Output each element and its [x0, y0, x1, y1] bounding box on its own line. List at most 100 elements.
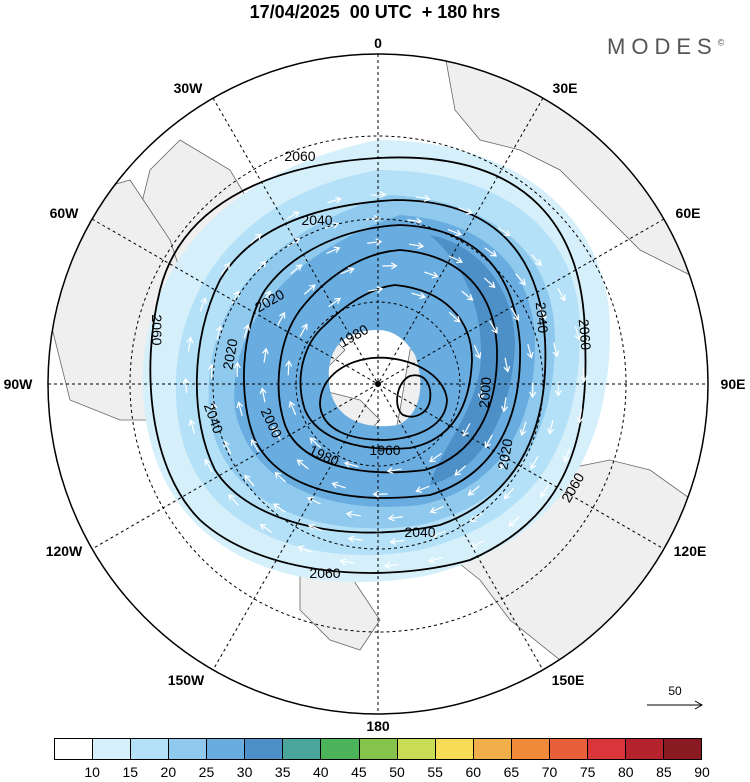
wind-arrow: [470, 513, 483, 523]
lon-label-150w: 150W: [168, 672, 205, 688]
wind-arrow-head: [503, 365, 511, 373]
wind-arrow-head: [580, 375, 588, 383]
wind-arrow-head: [466, 294, 474, 301]
wind-arrow: [503, 397, 507, 412]
wind-arrow: [327, 198, 341, 204]
wind-arrow: [447, 228, 462, 236]
wind-arrow: [272, 426, 281, 440]
colorbar-cell: [93, 738, 132, 760]
wind-arrow: [515, 273, 526, 285]
wind-arrow: [530, 455, 539, 469]
wind-arrow: [416, 485, 430, 492]
wind-arrow-head: [243, 323, 251, 331]
wind-arrow: [263, 348, 267, 363]
colorbar-tick-label: 55: [427, 764, 443, 780]
wind-arrow-head: [530, 462, 537, 470]
wind-arrow: [299, 324, 308, 337]
wind-arrow-head: [484, 441, 491, 449]
wind-arrow: [504, 487, 515, 499]
lon-label-0: 0: [374, 35, 382, 51]
contour-2040: [195, 199, 547, 534]
wind-arrow-head: [293, 237, 301, 245]
wind-arrow: [237, 402, 243, 417]
wind-arrow: [553, 342, 558, 357]
wind-arrow: [508, 516, 520, 527]
wind-arrow: [297, 459, 309, 470]
wind-arrow-head: [306, 496, 314, 504]
wind-arrow-head: [259, 260, 267, 268]
wind-arrow-head: [272, 426, 279, 433]
colorbar-tick-label: 30: [236, 764, 253, 780]
wind-arrow: [185, 378, 188, 393]
wind-arrow: [429, 452, 442, 463]
brand-mark: ©: [717, 37, 725, 48]
wind-arrow: [557, 287, 566, 301]
contour-low-center: [396, 374, 432, 418]
wind-arrow: [220, 262, 230, 276]
map-title: 17/04/2025 00 UTC + 180 hrs: [249, 2, 501, 22]
reference-vector-label: 50: [668, 684, 682, 698]
wind-arrow-head: [334, 196, 342, 204]
colorbar-cell: [625, 738, 664, 760]
reference-vector: 50: [645, 684, 705, 717]
wind-arrow: [430, 505, 444, 513]
wind-arrow-head: [389, 538, 397, 546]
wind-arrow: [287, 361, 290, 376]
wind-arrow-head: [576, 416, 584, 424]
wind-arrow: [499, 456, 509, 469]
brand-logo: MODES©: [607, 34, 724, 60]
wind-arrow: [261, 388, 266, 403]
wind-arrow-head: [188, 419, 196, 427]
wind-arrow-head: [233, 361, 241, 369]
wind-arrow-head: [428, 556, 436, 564]
wind-arrow-head: [375, 238, 383, 246]
wind-arrow: [307, 497, 321, 505]
wind-arrow: [328, 297, 341, 308]
lon-label-90w: 90W: [4, 376, 34, 392]
wind-arrow-head: [503, 492, 511, 500]
wind-arrow: [289, 401, 297, 416]
wind-arrow: [471, 540, 484, 549]
wind-arrow: [409, 243, 424, 248]
wind-arrows: [182, 191, 588, 569]
wind-arrow-head: [279, 311, 286, 319]
contour-label-1960: 1960: [369, 442, 400, 458]
wind-arrow-head: [339, 558, 347, 566]
colorbar-cell: [587, 738, 626, 760]
wind-arrow-head: [540, 312, 547, 320]
colorbar-tick-label: 20: [160, 764, 177, 780]
wind-arrow-head: [386, 467, 394, 474]
wind-arrow-head: [373, 214, 381, 222]
wind-arrow: [243, 324, 249, 339]
colorbar-tick-label: 75: [579, 764, 596, 780]
wind-arrow: [384, 564, 399, 567]
lon-label-30e: 30E: [553, 80, 578, 96]
wind-arrow-head: [563, 455, 570, 463]
wind-arrow: [277, 312, 285, 326]
contour-1960: [319, 356, 448, 441]
wind-arrow: [287, 237, 300, 247]
contour-2060: [149, 156, 587, 574]
wind-band-35: [430, 235, 515, 485]
wind-arrow: [407, 219, 422, 223]
colorbar-cell: [435, 738, 474, 760]
wind-arrow: [454, 465, 467, 476]
wind-arrow: [244, 475, 255, 487]
colorbar-tick-label: 10: [84, 764, 100, 780]
colorbar-cell: [245, 738, 284, 760]
wind-arrow-head: [456, 256, 464, 264]
wind-arrow: [286, 211, 299, 220]
colorbar-cell: [207, 738, 246, 760]
colorbar: [54, 738, 703, 760]
contour-label-2020-right: 2020: [494, 437, 515, 471]
wind-arrow-head: [474, 352, 482, 360]
wind-arrow: [504, 357, 509, 372]
wind-arrow-head: [343, 460, 351, 468]
wind-arrow-head: [415, 217, 423, 225]
wind-arrow-head: [477, 393, 485, 400]
wind-arrow: [388, 516, 403, 520]
wind-arrow: [540, 484, 550, 498]
wind-arrow-head: [301, 323, 308, 331]
wind-arrow: [578, 408, 583, 423]
wind-arrow: [564, 448, 571, 462]
